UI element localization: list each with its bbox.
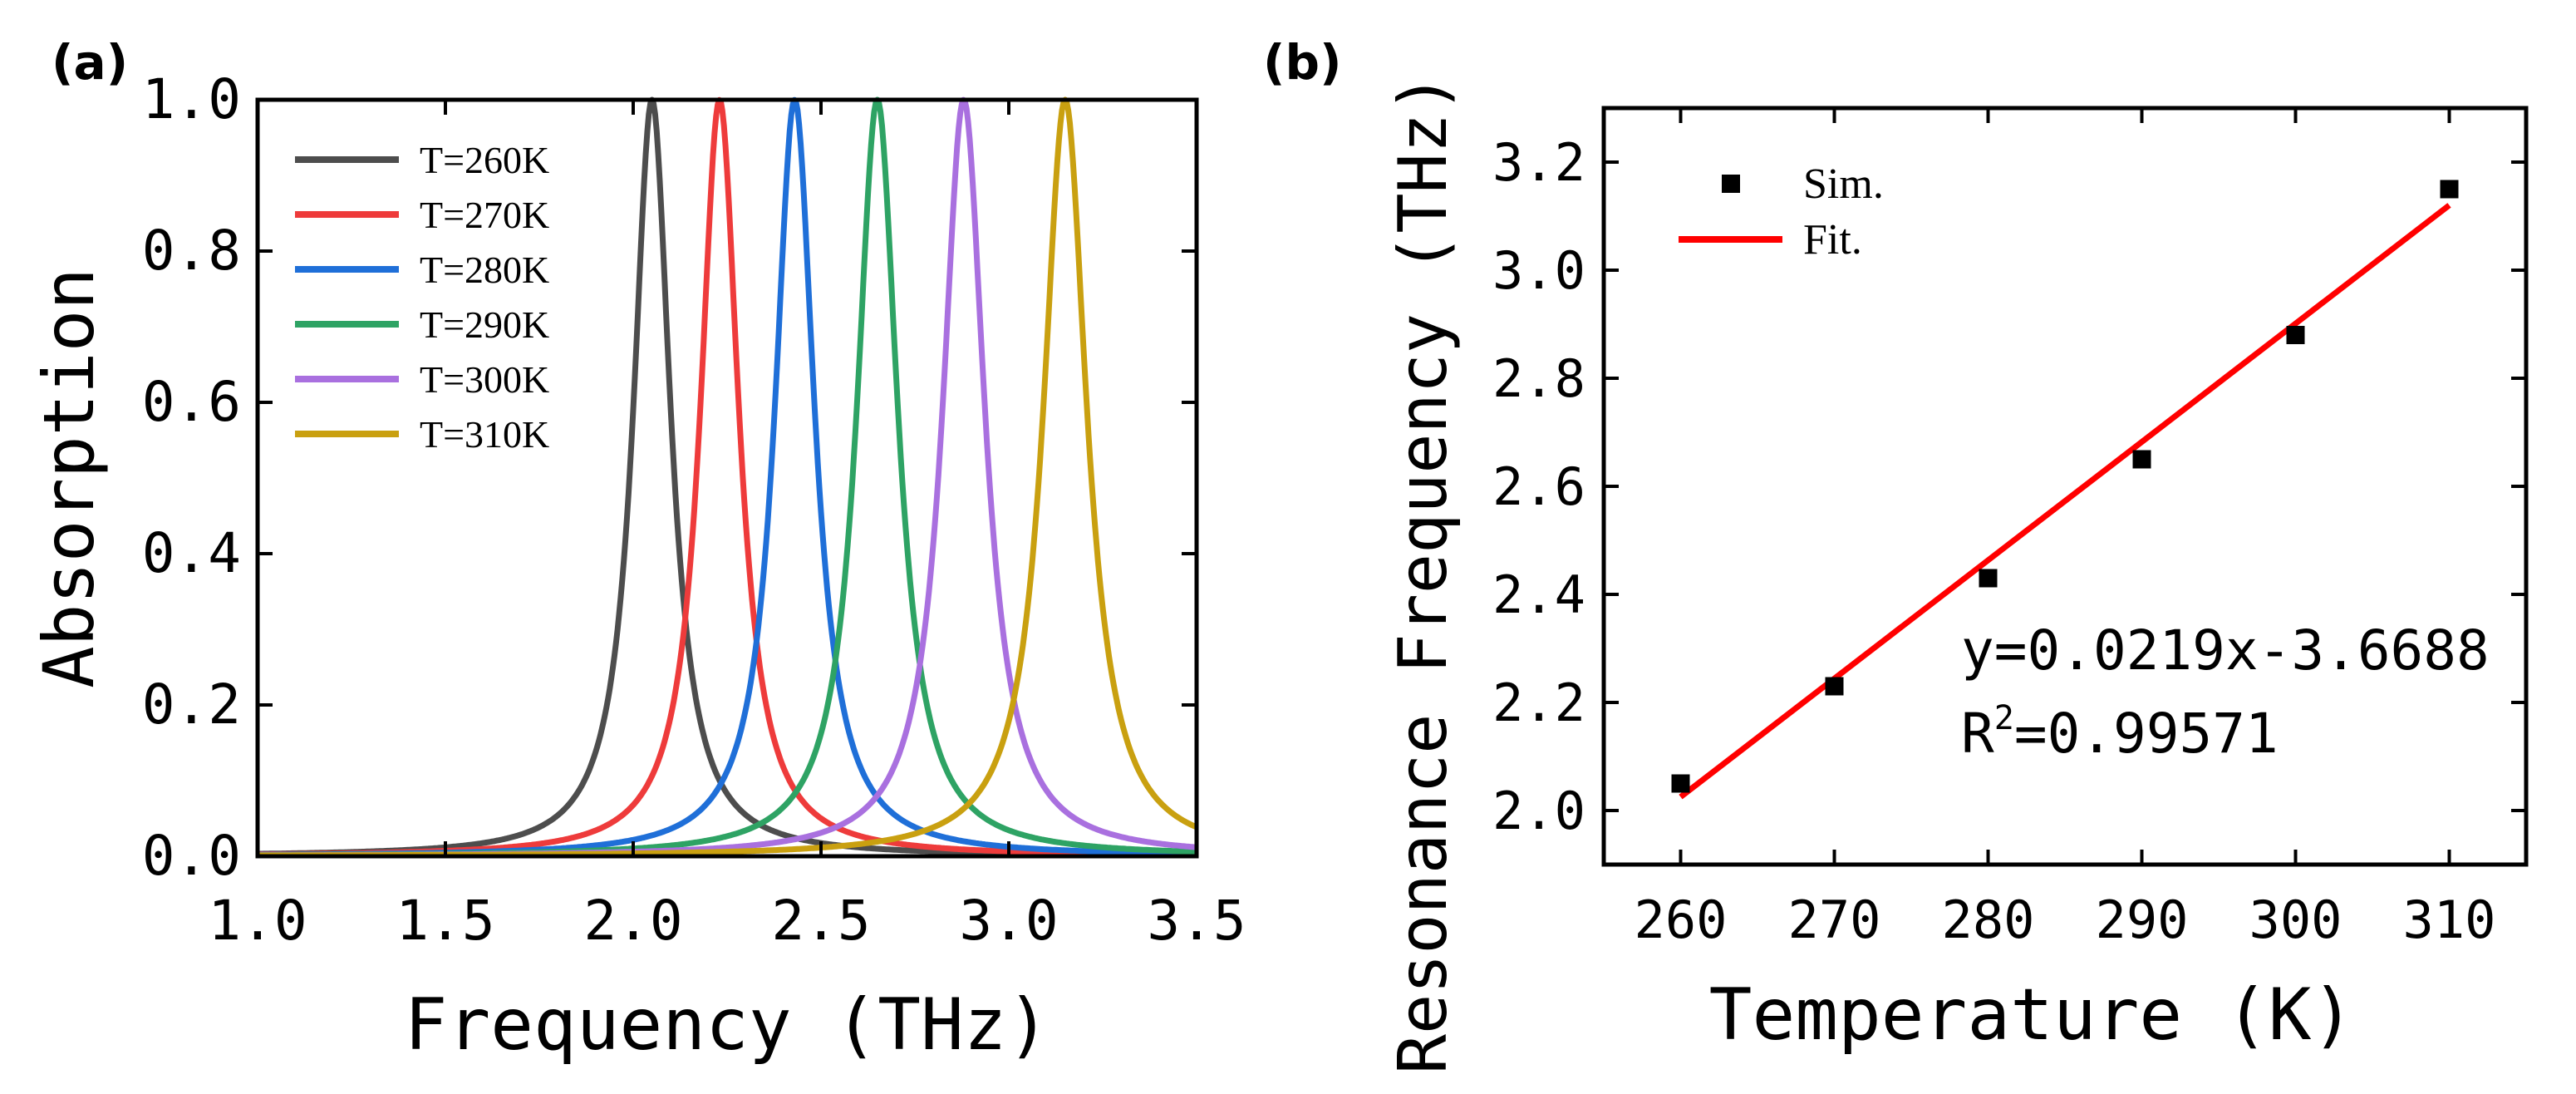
panel-b-ylabel: Resonance Frequency (THz) (1384, 73, 1462, 1074)
legend-label-t-270k: T=270K (420, 194, 549, 236)
y-tick-label: 0.6 (142, 370, 241, 434)
x-tick-label: 1.5 (396, 889, 494, 953)
legend-label-t-280k: T=280K (420, 249, 549, 291)
x-tick-label: 3.5 (1147, 889, 1246, 953)
x-tick-label: 270 (1788, 889, 1881, 950)
data-point (1825, 677, 1844, 696)
panel-b-xlabel: Temperature (K) (1709, 973, 2355, 1057)
y-tick-label: 3.2 (1492, 132, 1585, 193)
panel-a-label: (a) (52, 34, 128, 91)
x-tick-label: 300 (2249, 889, 2342, 950)
x-tick-label: 260 (1635, 889, 1728, 950)
panel-b-ticks: 260 270 280 290 300 310 2.0 2.2 2.4 2.6 2.8 3.0 3.2 (1492, 108, 2526, 950)
x-tick-label: 290 (2096, 889, 2189, 950)
panel-a-ticks: 1.0 1.5 2.0 2.5 3.0 3.5 0.0 0.2 0.4 0.6 0.8 1.0 (142, 67, 1246, 953)
panel-a-ylabel: Absorption (28, 268, 110, 688)
x-tick-label: 3.0 (959, 889, 1058, 953)
x-tick-label: 310 (2403, 889, 2496, 950)
data-point (1979, 569, 1998, 588)
y-tick-label: 2.2 (1492, 673, 1585, 733)
legend-label-t-310k: T=310K (420, 413, 549, 456)
panel-a: (a) 1.0 1.5 2.0 2.5 3.0 3.50.00.20.40.60.81.0… (28, 34, 1246, 1067)
legend-label-t-290k: T=290K (420, 303, 549, 346)
x-tick-label: 2.0 (583, 889, 682, 953)
panel-b-points (1671, 180, 2459, 793)
y-tick-label: 2.8 (1492, 348, 1585, 409)
legend-label-t-260k: T=260K (420, 139, 549, 181)
y-tick-label: 0.8 (142, 219, 241, 283)
legend-label-fit: Fit. (1803, 216, 1862, 264)
legend-label-t-300k: T=300K (420, 358, 549, 401)
y-tick-label: 0.0 (142, 824, 241, 888)
y-tick-label: 2.4 (1492, 564, 1585, 625)
y-tick-label: 2.0 (1492, 781, 1585, 841)
y-tick-label: 0.2 (142, 673, 241, 737)
legend-marker-sim (1722, 175, 1740, 193)
data-point (2440, 180, 2459, 199)
fit-r2-value: =0.99571 (2014, 702, 2279, 766)
fit-line (1679, 203, 2451, 800)
panel-a-legend: T=260K T=270K T=280K T=290K T=300K T=310K (295, 139, 549, 456)
y-tick-label: 2.6 (1492, 456, 1585, 517)
panel-b-legend: Sim. Fit. (1679, 160, 1884, 264)
panel-a-frame (255, 97, 1199, 859)
x-tick-label: 2.5 (771, 889, 870, 953)
legend-label-sim: Sim. (1803, 160, 1884, 208)
data-point (2132, 450, 2151, 469)
fit-r2-prefix: R (1961, 702, 1994, 766)
y-tick-label: 3.0 (1492, 240, 1585, 301)
data-point (1671, 774, 1690, 793)
fit-r2-sup: 2 (1994, 699, 2014, 737)
data-point (2286, 326, 2305, 344)
y-tick-label: 1.0 (142, 67, 241, 131)
fit-r2: R2=0.99571 (1961, 699, 2279, 766)
panel-b: (b) 260 270 280 290 300 310 2.0 2.2 2.4 2.6 2.8 3.0… (1263, 34, 2529, 1074)
panel-a-xlabel: Frequency (THz) (405, 983, 1050, 1067)
panel-b-fit-line (1679, 203, 2451, 800)
fit-equation: y=0.0219x-3.6688 (1961, 618, 2490, 683)
panel-b-label: (b) (1263, 34, 1342, 91)
y-tick-label: 0.4 (142, 521, 241, 585)
x-tick-label: 280 (1942, 889, 2035, 950)
x-tick-label: 1.0 (208, 889, 307, 953)
